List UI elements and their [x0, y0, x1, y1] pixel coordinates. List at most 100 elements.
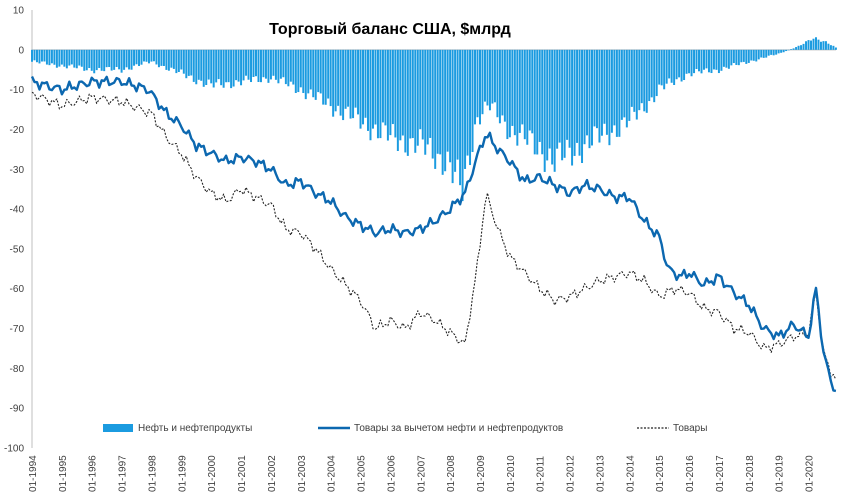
oil-bar [352, 49, 355, 119]
bars-oil [31, 37, 837, 202]
oil-bar [252, 49, 255, 77]
oil-bar [698, 49, 701, 72]
oil-bar [279, 49, 282, 79]
oil-bar [712, 49, 715, 70]
oil-bar [819, 41, 822, 50]
oil-bar [167, 49, 170, 71]
oil-bar [207, 49, 210, 80]
oil-bar [770, 49, 773, 55]
x-tick-label: 01-2003 [297, 455, 308, 492]
oil-bar [257, 49, 260, 82]
oil-bar [561, 49, 564, 161]
oil-bar [563, 49, 566, 158]
oil-bar [225, 49, 228, 83]
x-tick-label: 01-2011 [536, 456, 547, 492]
oil-bar [745, 49, 748, 64]
oil-bar [269, 49, 272, 80]
oil-bar [700, 49, 703, 74]
x-tick-label: 01-2017 [715, 455, 726, 492]
oil-bar [610, 49, 613, 133]
x-tick-label: 01-2013 [595, 455, 606, 492]
oil-bar [732, 49, 735, 64]
oil-bar [230, 49, 233, 89]
legend: Нефть и нефтепродукты Товары за вычетом … [103, 422, 707, 434]
oil-bar [424, 49, 427, 155]
oil-bar [245, 49, 248, 76]
oil-bar [172, 49, 175, 69]
oil-bar [78, 49, 81, 66]
oil-bar [675, 49, 678, 80]
oil-bar [660, 49, 663, 86]
oil-bar [304, 49, 307, 100]
oil-bar [702, 49, 705, 70]
oil-bar [294, 49, 297, 93]
oil-bar [795, 47, 798, 50]
oil-bar [384, 49, 387, 126]
oil-bar [834, 47, 837, 50]
oil-bar [31, 49, 33, 62]
oil-bar [143, 49, 145, 62]
oil-bar [162, 49, 165, 66]
x-tick-label: 01-2007 [416, 455, 427, 492]
oil-bar [105, 49, 108, 68]
x-tick-label: 01-2020 [805, 455, 816, 492]
oil-bar [73, 49, 76, 68]
oil-bar [615, 49, 618, 137]
oil-bar [533, 49, 536, 155]
oil-bar [648, 49, 651, 102]
oil-bar [404, 49, 407, 153]
oil-bar [586, 49, 589, 136]
oil-bar [391, 49, 394, 125]
oil-bar [665, 49, 668, 84]
oil-bar [740, 49, 743, 63]
oil-bar [152, 49, 155, 62]
oil-bar [785, 49, 788, 52]
oil-bar [414, 49, 417, 153]
oil-bar [817, 39, 820, 50]
oil-bar [613, 49, 616, 126]
oil-bar [185, 49, 188, 79]
x-tick-label: 01-1997 [118, 455, 129, 492]
oil-bar [386, 49, 389, 141]
y-tick-label: -60 [10, 284, 25, 295]
oil-bar [399, 49, 402, 141]
oil-bar [406, 49, 409, 156]
oil-bar [195, 49, 198, 85]
oil-bar [235, 49, 238, 81]
oil-bar [727, 49, 730, 69]
oil-bar [603, 49, 606, 124]
oil-bar [551, 49, 554, 165]
oil-bar [812, 38, 815, 50]
oil-bar [556, 49, 559, 149]
oil-bar [474, 49, 477, 125]
oil-bar [595, 49, 598, 129]
oil-bar [312, 49, 315, 98]
oil-bar [274, 49, 277, 80]
oil-bar [797, 45, 800, 50]
oil-bar [222, 49, 225, 88]
oil-bar [75, 49, 78, 69]
oil-bar [242, 49, 245, 81]
oil-bar [710, 49, 713, 74]
oil-bar [95, 49, 98, 71]
oil-bar [638, 49, 641, 111]
oil-bar [780, 49, 783, 53]
oil-bar [250, 49, 253, 83]
oil-bar [247, 49, 250, 80]
oil-bar [829, 45, 832, 50]
y-tick-label: -40 [10, 205, 25, 216]
oil-bar [237, 49, 240, 82]
oil-bar [762, 49, 765, 58]
oil-bar [486, 49, 489, 106]
oil-bar [730, 49, 733, 66]
oil-bar [735, 49, 738, 65]
oil-bar [40, 49, 43, 62]
oil-bar [58, 49, 61, 67]
y-tick-label: -50 [10, 244, 25, 255]
oil-bar [240, 49, 243, 86]
oil-bar [200, 49, 203, 81]
oil-bar [678, 49, 681, 78]
oil-bar [531, 49, 534, 134]
oil-bar [757, 49, 760, 60]
